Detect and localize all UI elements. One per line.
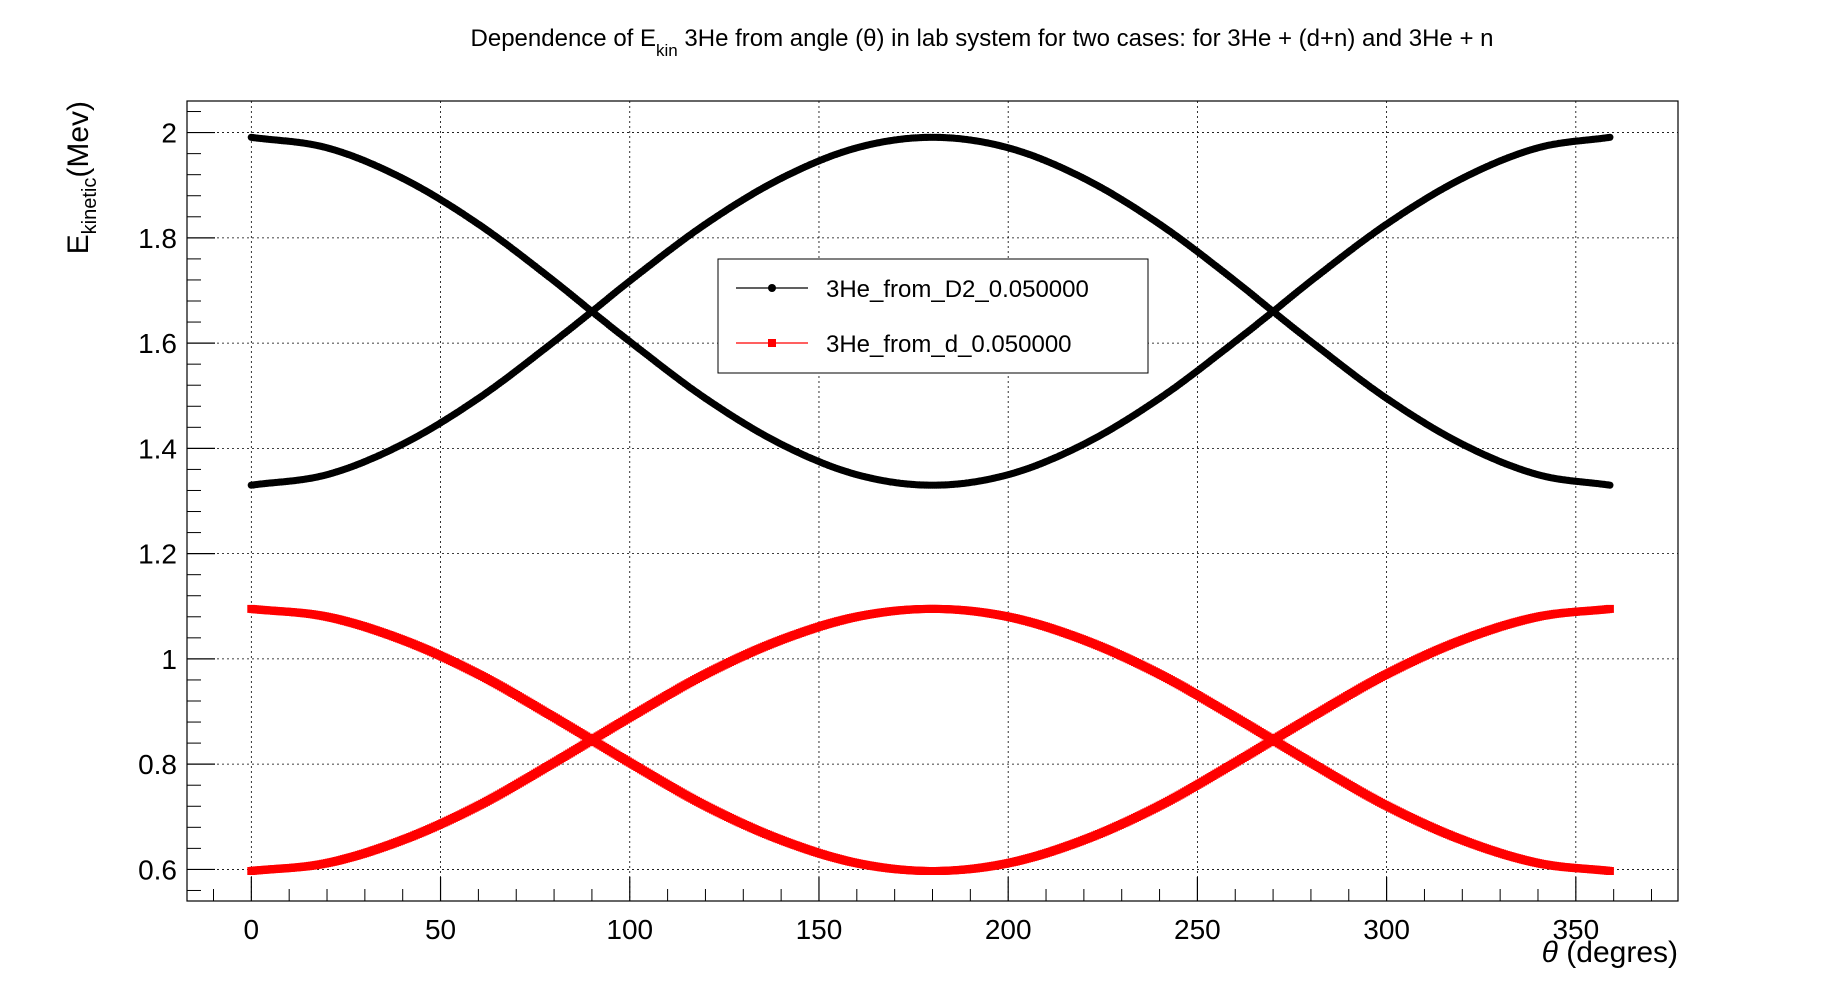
data-point <box>1606 133 1614 141</box>
legend-label-d2: 3He_from_D2_0.050000 <box>826 276 1089 303</box>
y-tick-label: 1.6 <box>138 328 177 359</box>
legend-marker-d <box>768 339 776 347</box>
x-tick-label: 200 <box>985 914 1032 945</box>
legend-box <box>717 258 1149 374</box>
chart-title-post: 3He from angle (θ) in lab system for two… <box>678 25 1494 52</box>
x-tick-label: 50 <box>425 914 456 945</box>
x-axis-title-symbol: θ <box>1542 936 1559 969</box>
series-1-branch-1 <box>247 604 1614 875</box>
series-layer <box>247 133 1614 875</box>
series-1 <box>247 604 1614 875</box>
y-tick-label: 0.6 <box>138 854 177 885</box>
y-axis: 0.6 0.8 1 1.2 1.4 1.6 1.8 2 <box>138 111 215 891</box>
y-tick-label: 0.8 <box>138 749 177 780</box>
x-tick-label: 300 <box>1363 914 1410 945</box>
x-axis-title: θ (degres) <box>1542 936 1678 969</box>
x-tick-label: 100 <box>606 914 653 945</box>
x-tick-label: 150 <box>796 914 843 945</box>
y-tick-label: 1.8 <box>138 223 177 254</box>
y-axis-title-base: E <box>62 234 95 254</box>
legend-item-d2: 3He_from_D2_0.050000 <box>736 276 1089 303</box>
y-tick-label: 1 <box>161 644 177 675</box>
series-1-branch-0 <box>247 604 1614 875</box>
series-0-branch-0 <box>247 133 1614 489</box>
series-0 <box>247 133 1614 489</box>
data-point <box>1606 481 1614 489</box>
legend-label-d: 3He_from_d_0.050000 <box>826 331 1072 358</box>
y-axis-title-rest: (Mev) <box>62 101 95 178</box>
chart-title: Dependence of Ekin 3He from angle (θ) in… <box>471 25 1494 60</box>
y-axis-title-sub: kinetic <box>79 178 101 235</box>
x-axis: 0 50 100 150 200 250 300 350 <box>212 877 1653 945</box>
legend: 3He_from_D2_0.050000 3He_from_d_0.050000 <box>717 258 1149 374</box>
x-tick-label: 0 <box>244 914 260 945</box>
legend-marker-d2 <box>768 284 776 292</box>
data-point <box>1605 867 1614 875</box>
y-tick-label: 2 <box>161 118 177 149</box>
y-tick-label: 1.2 <box>138 539 177 570</box>
x-tick-label: 350 <box>1552 914 1599 945</box>
chart-title-pre: Dependence of E <box>471 25 656 52</box>
series-0-branch-1 <box>247 133 1614 489</box>
data-point <box>1605 604 1614 613</box>
y-tick-label: 1.4 <box>138 433 177 464</box>
legend-item-d: 3He_from_d_0.050000 <box>736 331 1072 358</box>
chart-title-sub: kin <box>656 41 678 60</box>
x-axis-title-rest: (degres) <box>1558 936 1678 969</box>
x-tick-label: 250 <box>1174 914 1221 945</box>
y-axis-title: Ekinetic(Mev) <box>62 101 101 254</box>
